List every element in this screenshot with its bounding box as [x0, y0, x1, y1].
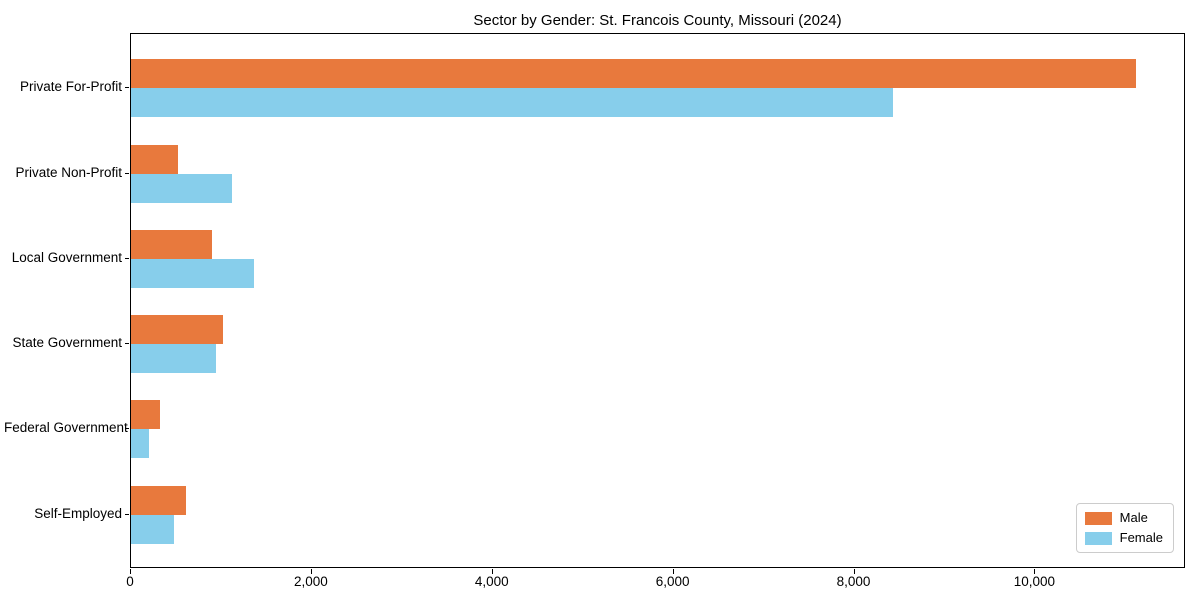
x-tick-label-4000: 4,000: [474, 574, 509, 589]
y-axis-label-private-non-profit: Private Non-Profit: [15, 164, 122, 180]
y-tickmark: [125, 428, 129, 430]
x-tickmark: [130, 569, 131, 574]
x-tickmark: [672, 569, 674, 574]
legend-swatch-female: [1084, 531, 1112, 545]
bar-male-self-employed: [131, 485, 186, 515]
bar-female-private-for-profit: [131, 88, 893, 118]
bar-female-self-employed: [131, 514, 174, 544]
y-axis-label-state-government: State Government: [12, 335, 122, 351]
y-axis-label-federal-government: Federal Government: [4, 420, 128, 436]
plot-area: Male Female: [130, 33, 1185, 568]
x-tickmark: [853, 569, 855, 574]
legend: Male Female: [1075, 503, 1174, 553]
legend-entry-male: Male: [1084, 510, 1163, 525]
y-axis-label-self-employed: Self-Employed: [34, 505, 122, 521]
y-tickmark: [125, 172, 129, 174]
x-tick-label-6000: 6,000: [655, 574, 690, 589]
bar-male-private-non-profit: [131, 144, 178, 174]
bar-female-local-government: [131, 258, 254, 288]
x-tick-label-8000: 8,000: [836, 574, 871, 589]
bar-male-private-for-profit: [131, 59, 1136, 89]
legend-entry-female: Female: [1084, 530, 1163, 545]
legend-swatch-male: [1084, 511, 1112, 525]
y-axis-label-local-government: Local Government: [11, 249, 122, 265]
y-tickmark: [125, 257, 129, 259]
bar-male-federal-government: [131, 400, 160, 430]
x-tickmark: [1034, 569, 1036, 574]
x-tick-label-2000: 2,000: [293, 574, 328, 589]
x-tickmark: [310, 569, 312, 574]
legend-label-female: Female: [1119, 530, 1163, 545]
chart-title: Sector by Gender: St. Francois County, M…: [473, 12, 842, 29]
bar-female-private-non-profit: [131, 173, 232, 203]
bar-female-federal-government: [131, 429, 149, 459]
x-tick-label-10000: 10,000: [1013, 574, 1056, 589]
y-axis-label-private-for-profit: Private For-Profit: [19, 79, 122, 95]
x-tickmark: [491, 569, 493, 574]
legend-label-male: Male: [1119, 510, 1148, 525]
y-tickmark: [125, 513, 129, 515]
y-tickmark: [125, 87, 129, 89]
x-tick-label-0: 0: [126, 574, 134, 589]
bar-male-local-government: [131, 229, 212, 259]
bar-female-state-government: [131, 344, 216, 374]
bar-male-state-government: [131, 315, 223, 345]
y-tickmark: [125, 343, 129, 345]
